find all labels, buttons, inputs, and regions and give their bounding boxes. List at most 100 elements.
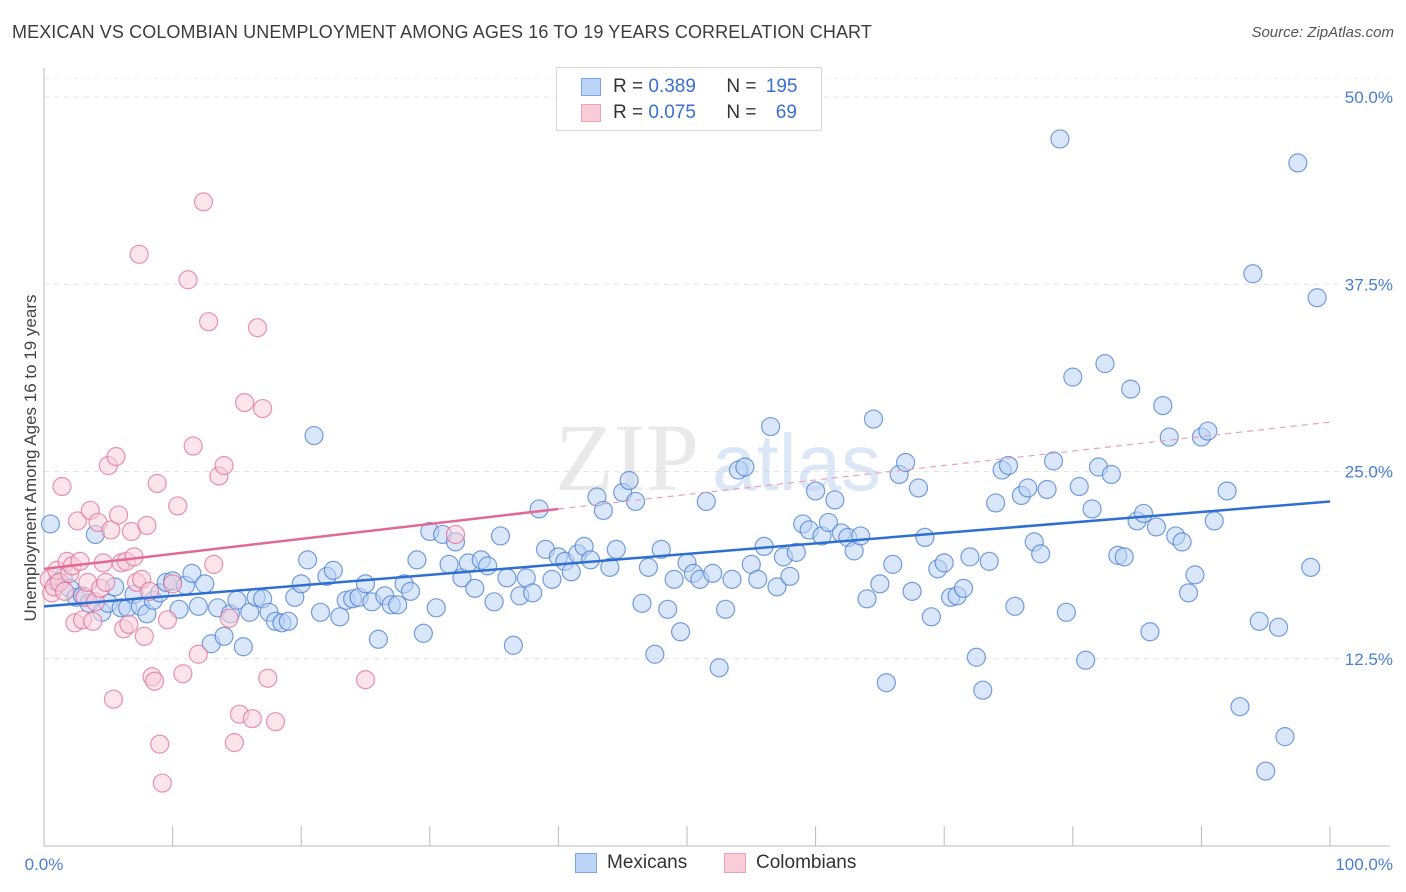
mexican-point (973, 680, 993, 700)
colombian-point (147, 473, 167, 494)
mexican-point (439, 554, 459, 574)
mexican-point (934, 553, 954, 573)
mexican-point (619, 470, 639, 491)
mexican-point (1288, 153, 1308, 173)
colombian-point (214, 455, 234, 476)
colombian-point (355, 670, 376, 690)
colombian-point (219, 608, 239, 628)
mexican-point (1198, 421, 1218, 441)
mexicans-trend-line (43, 500, 1331, 608)
mexican-point (484, 592, 504, 612)
colombian-point (101, 520, 121, 540)
mexican-point (188, 596, 208, 616)
mexican-point (478, 556, 498, 576)
mexican-point (465, 578, 485, 598)
mexican-point (400, 581, 421, 601)
colombian-point (137, 515, 157, 536)
mexicans-swatch (581, 78, 601, 96)
n-value: 195 (765, 76, 798, 97)
colombian-point (173, 664, 193, 684)
legend-item-colombians: Colombians (724, 852, 856, 874)
mexican-point (780, 566, 800, 586)
n-value: 69 (775, 102, 797, 123)
colombian-point (134, 626, 154, 646)
mexican-point (529, 499, 549, 519)
y-tick-label: 37.5% (1345, 275, 1393, 294)
x-tick-labels: 0.0% 100.0% (25, 855, 1393, 874)
mexican-point (851, 526, 871, 546)
colombian-point (188, 644, 208, 664)
colombian-point (193, 192, 214, 212)
mexican-point (330, 607, 350, 627)
colombian-point (199, 312, 219, 332)
mexican-point (1185, 565, 1205, 585)
mexican-point (1243, 264, 1263, 284)
mexican-point (1069, 476, 1089, 497)
mexican-point (1095, 354, 1115, 374)
colombians-trend-line (43, 507, 559, 571)
colombian-point (67, 511, 88, 531)
series-legend: Mexicans Colombians (0, 852, 1406, 878)
legend-label: Mexicans (607, 852, 688, 873)
colombian-point (54, 581, 75, 601)
mexican-point (1005, 596, 1025, 616)
mexican-point (1114, 547, 1134, 567)
mexican-point (1146, 517, 1166, 537)
mexican-point (966, 647, 986, 667)
colombian-point (178, 270, 198, 290)
mexican-point (1043, 451, 1064, 471)
source-label: Source: ZipAtlas.com (1251, 24, 1394, 41)
mexican-point (760, 416, 781, 437)
mexican-point (870, 574, 890, 594)
colombian-point (242, 709, 262, 729)
colombian-point (139, 581, 160, 601)
mexican-point (388, 595, 408, 615)
mexican-point (645, 644, 665, 664)
y-tick-label: 25.0% (1345, 463, 1393, 482)
colombians-legend-swatch (724, 853, 746, 873)
mexican-point (368, 629, 388, 649)
mexican-point (1249, 611, 1269, 631)
mexican-point (767, 577, 787, 597)
mexican-point (696, 491, 716, 512)
y-tick-label: 12.5% (1345, 650, 1393, 669)
mexican-point (902, 581, 922, 601)
colombian-point (258, 668, 278, 688)
mexican-point (407, 550, 427, 570)
mexican-point (182, 563, 202, 583)
legend-row-colombians: R = 0.075 N = 69 (581, 101, 797, 125)
mexican-point (1178, 583, 1199, 603)
legend-item-mexicans: Mexicans (575, 852, 687, 874)
mexican-point (40, 514, 61, 534)
mexican-point (1172, 532, 1192, 552)
mexican-point (1307, 288, 1327, 308)
mexican-point (355, 574, 376, 594)
mexican-point (310, 602, 331, 622)
mexican-point (960, 547, 980, 567)
mexican-point (896, 452, 916, 473)
r-label: R = (613, 102, 644, 123)
mexican-point (709, 658, 729, 678)
mexican-point (580, 550, 601, 570)
mexican-point (1153, 395, 1173, 416)
mexican-point (1121, 379, 1141, 399)
x-tick-label: 0.0% (25, 855, 64, 874)
mexican-point (214, 626, 234, 646)
colombian-point (106, 446, 126, 467)
n-label: N = (726, 102, 757, 123)
mexican-point (304, 425, 324, 446)
legend-row-mexicans: R = 0.389 N = 195 (581, 75, 797, 99)
colombian-point (163, 574, 183, 594)
mexican-point (195, 574, 215, 594)
mexican-point (876, 673, 896, 693)
chart-title: MEXICAN VS COLOMBIAN UNEMPLOYMENT AMONG … (12, 22, 872, 42)
colombian-point (183, 436, 203, 456)
colombians-swatch (581, 104, 601, 122)
mexican-point (233, 637, 253, 657)
y-axis-label: Unemployment Among Ages 16 to 19 years (21, 295, 40, 622)
mexican-point (735, 457, 755, 477)
mexican-point (805, 481, 826, 501)
colombian-point (152, 773, 172, 793)
mexican-point (883, 554, 903, 574)
